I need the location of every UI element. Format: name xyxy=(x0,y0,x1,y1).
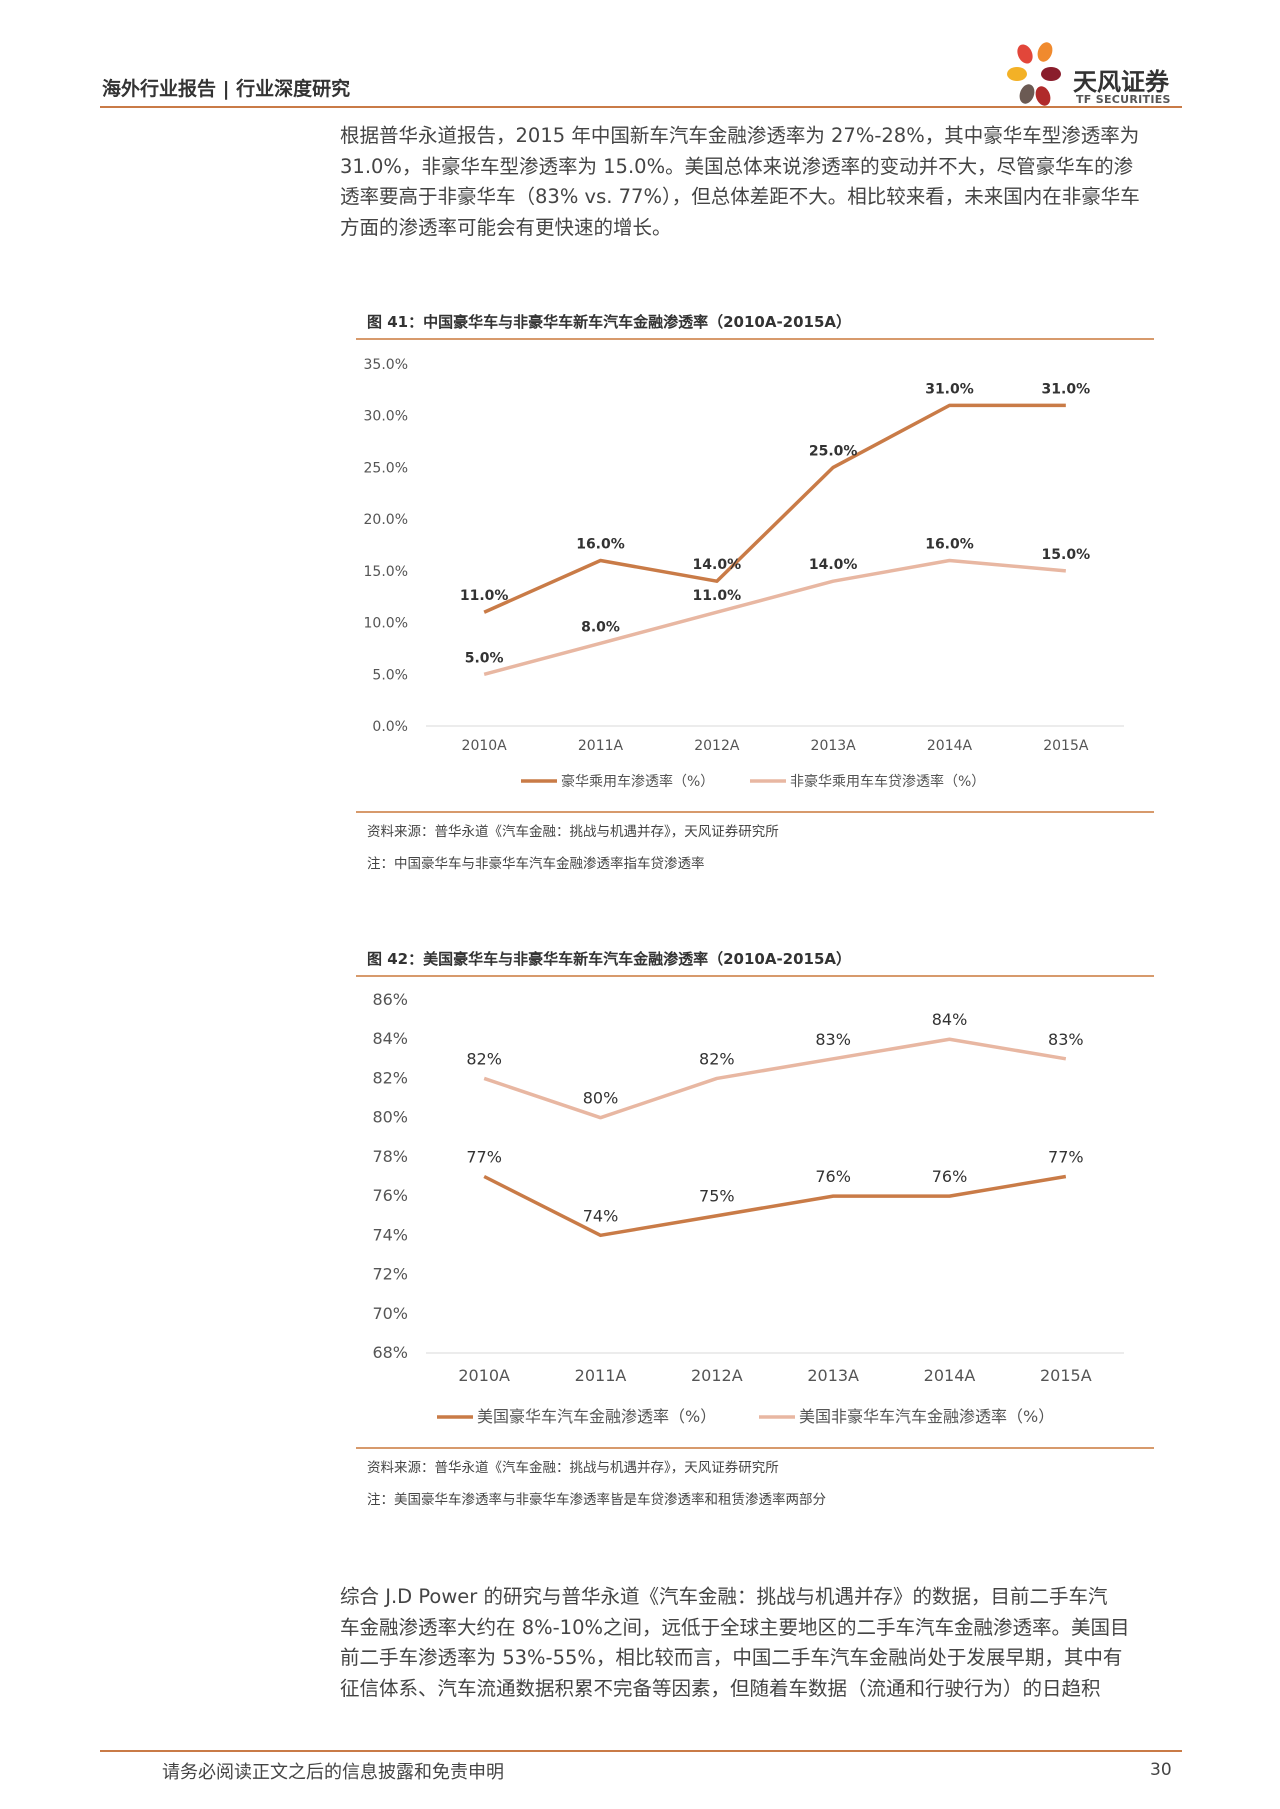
y-tick-label: 76% xyxy=(372,1186,408,1205)
series-line xyxy=(483,403,1066,614)
legend-label: 美国非豪华车汽车金融渗透率（%） xyxy=(799,1407,1054,1426)
figure-41-title: 图 41：中国豪华车与非豪华车新车汽车金融渗透率（2010A-2015A） xyxy=(367,313,852,331)
header-divider xyxy=(100,106,1182,108)
x-tick-label: 2011A xyxy=(578,738,624,754)
logo-name: 天风证券 xyxy=(1073,68,1169,96)
x-tick-label: 2012A xyxy=(691,1366,743,1385)
data-label: 31.0% xyxy=(1042,381,1091,397)
intro-line: 方面的渗透率可能会有更快速的增长。 xyxy=(340,215,672,239)
figure-41-top-rule xyxy=(356,338,1154,340)
x-tick-label: 2010A xyxy=(462,738,508,754)
y-tick-label: 10.0% xyxy=(364,616,408,632)
x-tick-label: 2013A xyxy=(807,1366,859,1385)
figure-42-source: 资料来源：普华永道《汽车金融：挑战与机遇并存》，天风证券研究所 xyxy=(367,1460,779,1476)
figure-41-chart: 0.0% 5.0% 10.0% 15.0% 20.0% 25.0% 30.0% 35.0% 20… xyxy=(364,357,1124,790)
y-tick-label: 68% xyxy=(372,1343,408,1362)
data-label: 14.0% xyxy=(693,557,742,573)
figure-41-source: 资料来源：普华永道《汽车金融：挑战与机遇并存》，天风证券研究所 xyxy=(367,824,779,840)
intro-line: 根据普华永道报告，2015 年中国新车汽车金融渗透率为 27%-28%，其中豪华… xyxy=(340,124,1140,147)
y-tick-label: 20.0% xyxy=(364,512,408,528)
x-tick-label: 2014A xyxy=(924,1366,976,1385)
intro-line: 透率要高于非豪华车（83% vs. 77%），但总体差距不大。相比较来看，未来国… xyxy=(340,185,1140,208)
logo-subtitle: TF SECURITIES xyxy=(1076,93,1171,106)
data-label: 15.0% xyxy=(1042,547,1091,563)
y-tick-label: 72% xyxy=(372,1265,408,1284)
x-tick-label: 2012A xyxy=(694,738,740,754)
data-label: 83% xyxy=(815,1030,851,1049)
figure-41-bottom-rule xyxy=(356,811,1154,813)
data-label: 8.0% xyxy=(581,619,620,635)
legend-label: 美国豪华车汽车金融渗透率（%） xyxy=(477,1407,716,1426)
data-label: 80% xyxy=(583,1089,619,1108)
data-label: 16.0% xyxy=(925,537,974,553)
data-label: 31.0% xyxy=(925,381,974,397)
y-tick-label: 74% xyxy=(372,1225,408,1244)
intro-line: 31.0%，非豪华车型渗透率为 15.0%。美国总体来说渗透率的变动并不大，尽管… xyxy=(340,154,1134,178)
figure-42-title: 图 42：美国豪华车与非豪华车新车汽车金融渗透率（2010A-2015A） xyxy=(367,950,852,968)
y-tick-label: 86% xyxy=(372,990,408,1009)
y-tick-label: 0.0% xyxy=(372,719,408,735)
data-label: 82% xyxy=(466,1049,502,1068)
data-label: 77% xyxy=(1048,1148,1084,1167)
figure-42-note: 注：美国豪华车渗透率与非豪华车渗透率皆是车贷渗透率和租赁渗透率两部分 xyxy=(367,1492,826,1508)
legend-label: 非豪华乘用车车贷渗透率（%） xyxy=(790,773,985,790)
data-label: 5.0% xyxy=(465,650,504,666)
figure-42-chart: 68% 70% 72% 74% 76% 78% 80% 82% 84% 86% 2010A 2011A… xyxy=(372,990,1124,1426)
data-label: 83% xyxy=(1048,1030,1084,1049)
flower-logo-icon xyxy=(1007,42,1061,106)
x-tick-label: 2013A xyxy=(811,738,857,754)
y-tick-label: 82% xyxy=(372,1068,408,1087)
y-tick-label: 78% xyxy=(372,1147,408,1166)
y-tick-label: 35.0% xyxy=(364,357,408,373)
intro-paragraph: 根据普华永道报告，2015 年中国新车汽车金融渗透率为 27%-28%，其中豪华… xyxy=(340,121,1178,243)
closing-paragraph: 综合 J.D Power 的研究与普华永道《汽车金融：挑战与机遇并存》的数据，目… xyxy=(340,1582,1178,1704)
y-tick-label: 84% xyxy=(372,1029,408,1048)
page-number: 30 xyxy=(1150,1760,1172,1780)
y-tick-label: 15.0% xyxy=(364,564,408,580)
x-tick-label: 2014A xyxy=(927,738,973,754)
data-label: 16.0% xyxy=(576,537,625,553)
closing-line: 车金融渗透率大约在 8%-10%之间，远低于全球主要地区的二手车汽车金融渗透率。… xyxy=(340,1615,1130,1639)
series-line xyxy=(483,558,1066,676)
closing-line: 综合 J.D Power 的研究与普华永道《汽车金融：挑战与机遇并存》的数据，目… xyxy=(340,1585,1108,1608)
data-label: 82% xyxy=(699,1049,735,1068)
y-tick-label: 80% xyxy=(372,1108,408,1127)
y-tick-label: 70% xyxy=(372,1304,408,1323)
y-tick-label: 5.0% xyxy=(372,667,408,683)
data-label: 25.0% xyxy=(809,443,858,459)
data-label: 11.0% xyxy=(693,588,742,604)
data-label: 76% xyxy=(932,1167,968,1186)
data-label: 14.0% xyxy=(809,557,858,573)
data-label: 74% xyxy=(583,1206,619,1225)
series-line xyxy=(483,1037,1067,1120)
closing-line: 征信体系、汽车流通数据积累不完备等因素，但随着车数据（流通和行驶行为）的日趋积 xyxy=(340,1676,1101,1700)
series-line xyxy=(483,1174,1067,1238)
x-tick-label: 2010A xyxy=(458,1366,510,1385)
footer-divider xyxy=(100,1750,1182,1752)
x-tick-label: 2015A xyxy=(1040,1366,1092,1385)
figure-42-top-rule xyxy=(356,975,1154,977)
footer-disclaimer: 请务必阅读正文之后的信息披露和免责申明 xyxy=(162,1762,504,1783)
x-tick-label: 2011A xyxy=(575,1366,627,1385)
closing-line: 前二手车渗透率为 53%-55%，相比较而言，中国二手车汽车金融尚处于发展早期，… xyxy=(340,1646,1123,1669)
figure-42-bottom-rule xyxy=(356,1447,1154,1449)
data-label: 76% xyxy=(815,1167,851,1186)
data-label: 11.0% xyxy=(460,588,509,604)
y-tick-label: 25.0% xyxy=(364,460,408,476)
company-logo: 天风证券 TF SECURITIES xyxy=(1005,40,1205,112)
data-label: 75% xyxy=(699,1187,735,1206)
x-tick-label: 2015A xyxy=(1043,738,1089,754)
data-label: 77% xyxy=(466,1148,502,1167)
data-label: 84% xyxy=(932,1010,968,1029)
legend-label: 豪华乘用车渗透率（%） xyxy=(561,773,714,790)
header-title: 海外行业报告 | 行业深度研究 xyxy=(102,78,351,100)
figure-41-note: 注：中国豪华车与非豪华车汽车金融渗透率指车贷渗透率 xyxy=(367,856,705,872)
y-tick-label: 30.0% xyxy=(364,409,408,425)
